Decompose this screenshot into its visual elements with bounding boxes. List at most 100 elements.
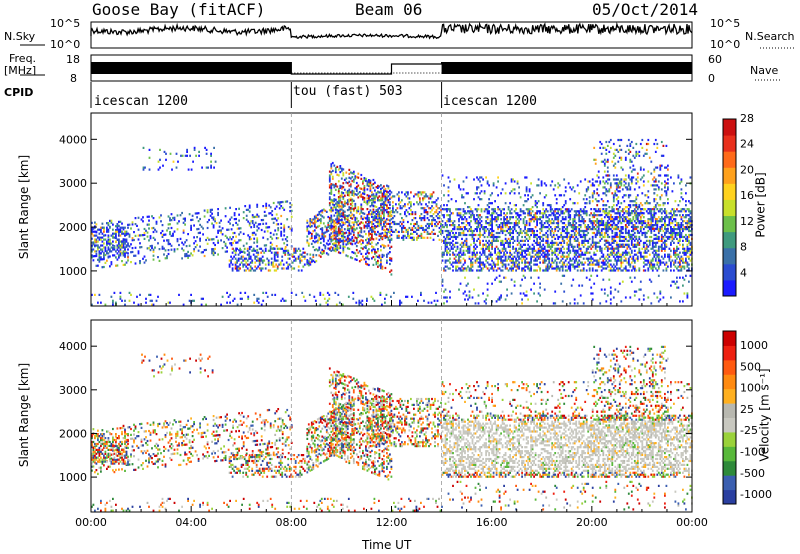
heatmap-cell	[479, 265, 481, 268]
heatmap-cell	[617, 243, 620, 246]
heatmap-cell	[486, 228, 489, 231]
heatmap-cell	[546, 210, 549, 213]
heatmap-cell	[390, 228, 393, 231]
heatmap-cell	[342, 203, 345, 206]
heatmap-cell	[375, 220, 378, 224]
heatmap-cell	[452, 235, 454, 239]
heatmap-cell	[374, 199, 376, 202]
heatmap-cell	[152, 217, 155, 220]
heatmap-cell	[566, 210, 569, 213]
heatmap-cell	[355, 237, 358, 240]
heatmap-cell	[682, 259, 684, 262]
heatmap-cell	[273, 265, 276, 268]
heatmap-cell	[366, 263, 369, 266]
heatmap-cell	[573, 210, 576, 213]
heatmap-cell	[664, 263, 666, 266]
heatmap-cell	[688, 220, 690, 223]
heatmap-cell	[489, 235, 492, 239]
heatmap-cell	[368, 197, 370, 200]
heatmap-cell	[431, 224, 433, 228]
heatmap-cell	[667, 224, 669, 227]
heatmap-cell	[94, 221, 96, 224]
heatmap-cell	[242, 255, 245, 258]
heatmap-cell	[449, 249, 451, 252]
heatmap-cell	[404, 193, 406, 196]
heatmap-cell	[679, 261, 681, 264]
heatmap-cell	[560, 208, 563, 211]
heatmap-cell	[103, 242, 105, 245]
heatmap-cell	[561, 222, 564, 225]
heatmap-cell	[581, 251, 584, 254]
heatmap-cell	[593, 259, 596, 262]
heatmap-cell	[479, 198, 481, 201]
heatmap-cell	[352, 233, 355, 237]
heatmap-cell	[476, 214, 478, 217]
heatmap-cell	[405, 228, 408, 231]
heatmap-cell	[621, 214, 624, 217]
heatmap-cell	[372, 217, 375, 220]
heatmap-cell	[228, 265, 231, 268]
heatmap-cell	[645, 226, 648, 229]
heatmap-cell	[94, 226, 96, 229]
heatmap-cell	[638, 247, 641, 250]
heatmap-cell	[679, 228, 681, 231]
heatmap-cell	[252, 247, 255, 250]
heatmap-cell	[477, 233, 480, 237]
heatmap-cell	[384, 195, 387, 198]
heatmap-cell	[606, 233, 609, 237]
heatmap-cell	[423, 209, 426, 212]
heatmap-cell	[491, 226, 493, 229]
heatmap-cell	[492, 235, 495, 239]
heatmap-cell	[685, 222, 687, 225]
heatmap-cell	[340, 234, 343, 237]
heatmap-cell	[506, 229, 508, 233]
heatmap-cell	[348, 168, 351, 171]
heatmap-cell	[602, 253, 605, 256]
heatmap-cell	[657, 265, 660, 268]
heatmap-cell	[480, 269, 483, 272]
heatmap-cell	[248, 210, 251, 213]
heatmap-cell	[683, 220, 686, 223]
heatmap-cell	[473, 214, 475, 217]
heatmap-cell	[486, 182, 489, 185]
heatmap-cell	[489, 263, 492, 266]
heatmap-cell	[522, 267, 525, 270]
heatmap-cell	[494, 216, 496, 219]
heatmap-cell	[630, 241, 633, 244]
heatmap-cell	[331, 227, 334, 230]
heatmap-cell	[447, 194, 450, 197]
heatmap-cell	[333, 237, 336, 240]
heatmap-cell	[664, 243, 666, 246]
heatmap-cell	[531, 229, 534, 233]
heatmap-cell	[471, 251, 474, 254]
heatmap-cell	[214, 218, 216, 221]
heatmap-cell	[620, 265, 623, 268]
heatmap-cell	[399, 205, 402, 208]
heatmap-cell	[233, 214, 236, 217]
heatmap-cell	[234, 257, 237, 260]
heatmap-cell	[491, 257, 493, 260]
heatmap-cell	[515, 220, 517, 223]
heatmap-cell	[333, 242, 336, 245]
heatmap-cell	[459, 267, 462, 270]
heatmap-cell	[614, 212, 617, 215]
heatmap-cell	[119, 252, 122, 255]
heatmap-cell	[249, 255, 252, 258]
heatmap-cell	[337, 216, 340, 219]
heatmap-cell	[464, 212, 466, 215]
heatmap-cell	[365, 260, 367, 263]
heatmap-cell	[543, 255, 546, 258]
heatmap-cell	[578, 259, 581, 262]
heatmap-cell	[357, 206, 360, 209]
heatmap-cell	[527, 261, 529, 264]
heatmap-cell	[334, 198, 337, 201]
heatmap-cell	[515, 261, 517, 264]
heatmap-cell	[500, 241, 502, 244]
heatmap-cell	[381, 210, 384, 213]
heatmap-cell	[510, 237, 513, 240]
heatmap-cell	[342, 182, 345, 185]
heatmap-cell	[414, 211, 417, 214]
heatmap-cell	[626, 216, 629, 219]
heatmap-cell	[349, 232, 352, 235]
heatmap-cell	[330, 190, 333, 194]
